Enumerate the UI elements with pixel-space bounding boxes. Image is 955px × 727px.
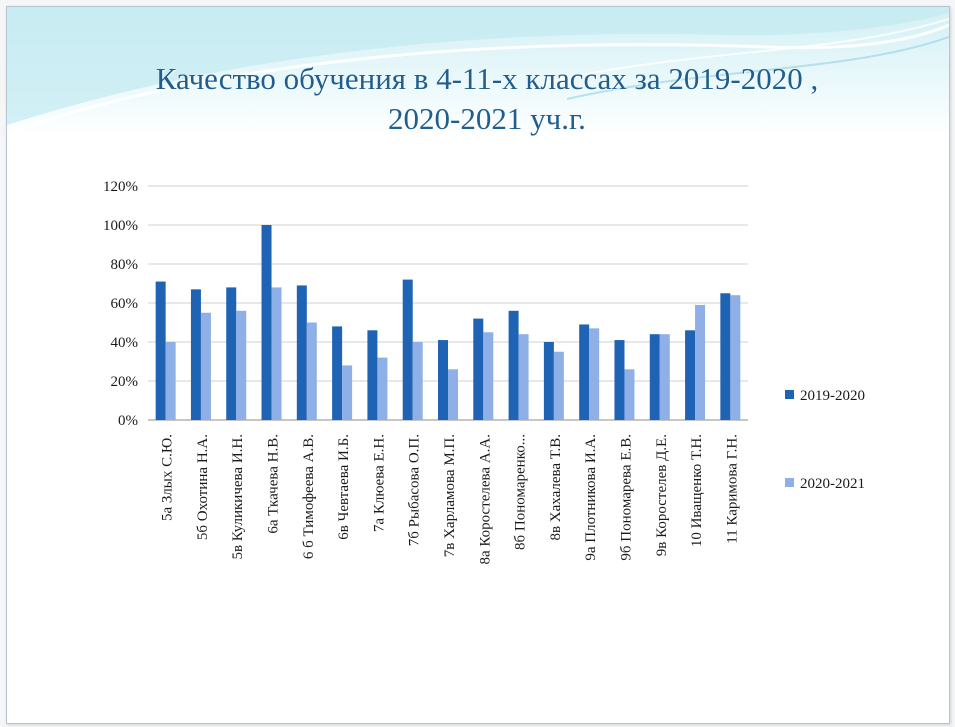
x-tick-label: 6а Ткачева Н.В. [266, 434, 282, 534]
x-tick-label: 5а Злых С.Ю. [160, 434, 176, 521]
slide: Качество обучения в 4-11-х классах за 20… [6, 6, 950, 724]
bar-2019-2020 [402, 279, 413, 420]
x-tick-label: 11 Каримова Г.Н. [724, 434, 740, 544]
x-tick-label: 8б Пономаренко... [513, 434, 529, 550]
bar-2020-2021 [659, 334, 670, 420]
y-tick-label: 0% [118, 413, 138, 429]
bar-2020-2021 [730, 295, 741, 420]
y-tick-label: 60% [111, 296, 139, 312]
bar-2019-2020 [296, 285, 307, 420]
bar-2019-2020 [579, 324, 590, 420]
legend-item-2019: 2019-2020 [785, 388, 865, 405]
x-tick-label: 8а Коростелева А.А. [477, 434, 493, 565]
bar-2019-2020 [438, 340, 448, 420]
x-tick-label: 9в Коростелев Д.Е. [654, 434, 670, 556]
x-tick-label: 6 б Тимофеева А.В. [301, 434, 317, 559]
bar-2019-2020 [332, 326, 343, 420]
y-tick-label: 80% [111, 257, 139, 273]
bar-2020-2021 [342, 365, 353, 420]
bar-2020-2021 [412, 342, 423, 420]
bar-2020-2021 [695, 304, 706, 420]
legend-item-2020: 2020-2021 [785, 476, 865, 493]
bar-2020-2021 [200, 312, 211, 420]
bar-2020-2021 [483, 332, 494, 420]
bar-2019-2020 [543, 342, 554, 420]
x-tick-label: 7в Харламова М.П. [442, 434, 458, 557]
bar-2019-2020 [367, 330, 378, 420]
x-tick-label: 9а Плотникова И.А. [583, 434, 599, 561]
legend-swatch-2020 [785, 478, 794, 487]
bar-2020-2021 [518, 334, 529, 420]
x-tick-label: 7а Клюева Е.Н. [371, 434, 387, 532]
bar-2020-2021 [306, 322, 317, 420]
x-tick-label: 7б Рыбасова О.П. [407, 434, 423, 546]
x-tick-label: 5б Охотина Н.А. [195, 434, 211, 540]
bar-2019-2020 [614, 340, 625, 420]
bar-2020-2021 [271, 287, 282, 420]
bar-2019-2020 [155, 281, 166, 420]
legend-label-2020: 2020-2021 [800, 476, 865, 492]
x-tick-label: 6в Чевтаева И.Б. [336, 434, 352, 540]
bar-2020-2021 [236, 310, 247, 420]
legend-swatch-2019 [785, 390, 794, 399]
slide-title: Качество обучения в 4-11-х классах за 20… [67, 59, 907, 139]
bar-2019-2020 [226, 287, 237, 420]
slide-header-band [7, 7, 949, 137]
x-tick-label: 5в Куликичева И.Н. [230, 434, 246, 560]
y-tick-label: 20% [111, 374, 139, 390]
bar-2019-2020 [685, 330, 696, 420]
title-line-1: Качество обучения в 4-11-х классах за 20… [155, 61, 819, 96]
x-tick-label: 9б Пономарева Е.В. [618, 434, 634, 561]
legend-label-2019: 2019-2020 [800, 388, 865, 404]
bar-2019-2020 [649, 334, 660, 420]
bar-2019-2020 [508, 310, 519, 420]
bar-2019-2020 [720, 293, 731, 420]
bar-2020-2021 [165, 342, 176, 420]
x-tick-label: 10 Иващенко Т.Н. [689, 434, 705, 547]
title-line-2: 2020-2021 уч.г. [388, 101, 586, 136]
y-tick-label: 120% [103, 179, 138, 195]
bar-2020-2021 [448, 369, 458, 420]
bar-2020-2021 [553, 351, 564, 420]
y-tick-label: 40% [111, 335, 139, 351]
bar-2020-2021 [377, 357, 388, 420]
bar-2019-2020 [190, 289, 201, 420]
decorative-swoosh [7, 7, 949, 135]
x-tick-label: 8в Хахалева Т.В. [548, 434, 564, 541]
bar-2019-2020 [473, 318, 484, 420]
y-tick-label: 100% [103, 218, 138, 234]
bar-2020-2021 [624, 369, 635, 420]
bar-2020-2021 [589, 328, 600, 420]
bar-2019-2020 [261, 225, 272, 420]
